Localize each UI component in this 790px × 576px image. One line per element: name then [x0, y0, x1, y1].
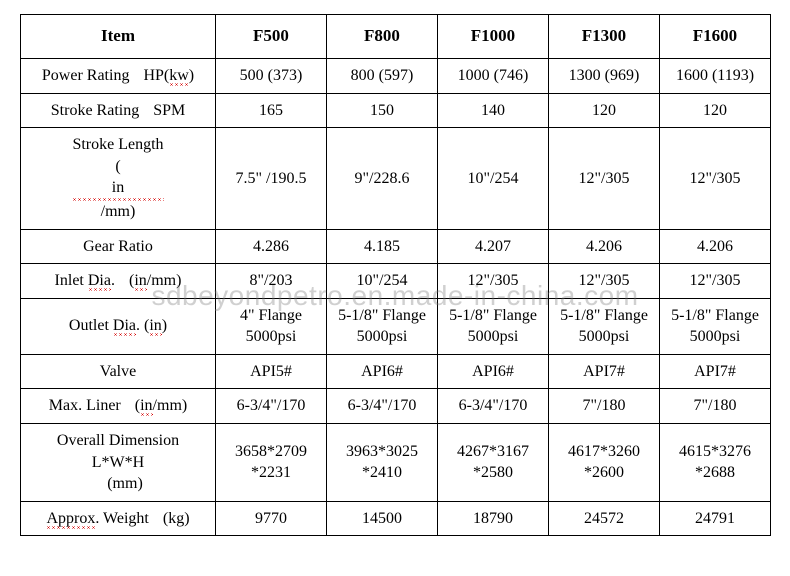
- cell: 18790: [438, 501, 549, 536]
- cell: 4.207: [438, 229, 549, 264]
- cell: 120: [549, 93, 660, 128]
- cell: 500 (373): [216, 58, 327, 93]
- cell: 14500: [327, 501, 438, 536]
- cell: 4267*3167 *2580: [438, 424, 549, 502]
- row-label: Gear Ratio: [21, 229, 216, 264]
- table-row: Stroke RatingSPM165150140120120: [21, 93, 771, 128]
- cell: 4617*3260 *2600: [549, 424, 660, 502]
- cell: 1300 (969): [549, 58, 660, 93]
- cell: 4" Flange 5000psi: [216, 298, 327, 354]
- row-label: Overall DimensionL*W*H(mm): [21, 424, 216, 502]
- cell: 24791: [660, 501, 771, 536]
- cell: 7"/180: [549, 389, 660, 424]
- th-f1000: F1000: [438, 15, 549, 59]
- cell: 1000 (746): [438, 58, 549, 93]
- cell: 12"/305: [549, 128, 660, 229]
- row-label: Stroke RatingSPM: [21, 93, 216, 128]
- cell: 12"/305: [660, 264, 771, 299]
- cell: API6#: [438, 354, 549, 389]
- table-row: ValveAPI5#API6#API6#API7#API7#: [21, 354, 771, 389]
- table-wrapper: Item F500 F800 F1000 F1300 F1600 Power R…: [0, 0, 790, 550]
- table-row: Outlet Dia. (in)4" Flange 5000psi5-1/8" …: [21, 298, 771, 354]
- cell: API5#: [216, 354, 327, 389]
- table-body: Power RatingHP(kw)500 (373)800 (597)1000…: [21, 58, 771, 536]
- row-label: Max. Liner(in/mm): [21, 389, 216, 424]
- cell: 8"/203: [216, 264, 327, 299]
- cell: 6-3/4"/170: [327, 389, 438, 424]
- cell: 4.206: [549, 229, 660, 264]
- cell: 12"/305: [549, 264, 660, 299]
- cell: 12"/305: [660, 128, 771, 229]
- cell: 3658*2709 *2231: [216, 424, 327, 502]
- row-label: Power RatingHP(kw): [21, 58, 216, 93]
- th-f1300: F1300: [549, 15, 660, 59]
- th-f1600: F1600: [660, 15, 771, 59]
- cell: 24572: [549, 501, 660, 536]
- table-row: Inlet Dia.(in/mm)8"/20310"/25412"/30512"…: [21, 264, 771, 299]
- cell: 120: [660, 93, 771, 128]
- cell: 800 (597): [327, 58, 438, 93]
- cell: 9"/228.6: [327, 128, 438, 229]
- cell: 6-3/4"/170: [216, 389, 327, 424]
- th-f500: F500: [216, 15, 327, 59]
- cell: 5-1/8" Flange 5000psi: [660, 298, 771, 354]
- cell: API7#: [549, 354, 660, 389]
- row-label: Stroke Length(in /mm): [21, 128, 216, 229]
- cell: 4.206: [660, 229, 771, 264]
- table-header-row: Item F500 F800 F1000 F1300 F1600: [21, 15, 771, 59]
- cell: 5-1/8" Flange 5000psi: [438, 298, 549, 354]
- table-row: Power RatingHP(kw)500 (373)800 (597)1000…: [21, 58, 771, 93]
- table-row: Overall DimensionL*W*H(mm)3658*2709 *223…: [21, 424, 771, 502]
- cell: 9770: [216, 501, 327, 536]
- cell: 140: [438, 93, 549, 128]
- cell: 10"/254: [327, 264, 438, 299]
- cell: API6#: [327, 354, 438, 389]
- table-row: Stroke Length(in /mm)7.5" /190.59"/228.6…: [21, 128, 771, 229]
- row-label: Outlet Dia. (in): [21, 298, 216, 354]
- cell: 4.185: [327, 229, 438, 264]
- cell: 7"/180: [660, 389, 771, 424]
- cell: 5-1/8" Flange 5000psi: [549, 298, 660, 354]
- cell: 150: [327, 93, 438, 128]
- table-row: Max. Liner(in/mm)6-3/4"/1706-3/4"/1706-3…: [21, 389, 771, 424]
- cell: 6-3/4"/170: [438, 389, 549, 424]
- th-item: Item: [21, 15, 216, 59]
- cell: 12"/305: [438, 264, 549, 299]
- cell: 3963*3025 *2410: [327, 424, 438, 502]
- table-row: Gear Ratio4.2864.1854.2074.2064.206: [21, 229, 771, 264]
- cell: 10"/254: [438, 128, 549, 229]
- cell: 4615*3276 *2688: [660, 424, 771, 502]
- cell: 5-1/8" Flange 5000psi: [327, 298, 438, 354]
- row-label: Approx. Weight(kg): [21, 501, 216, 536]
- th-f800: F800: [327, 15, 438, 59]
- row-label: Valve: [21, 354, 216, 389]
- row-label: Inlet Dia.(in/mm): [21, 264, 216, 299]
- spec-table: Item F500 F800 F1000 F1300 F1600 Power R…: [20, 14, 771, 536]
- cell: API7#: [660, 354, 771, 389]
- cell: 7.5" /190.5: [216, 128, 327, 229]
- cell: 4.286: [216, 229, 327, 264]
- table-row: Approx. Weight(kg)9770145001879024572247…: [21, 501, 771, 536]
- cell: 1600 (1193): [660, 58, 771, 93]
- cell: 165: [216, 93, 327, 128]
